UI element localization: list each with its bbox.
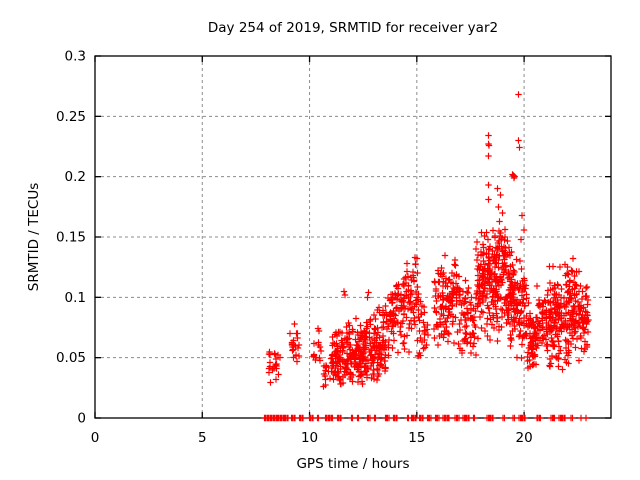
x-tick-label: 0 (91, 430, 100, 446)
y-tick-label: 0.1 (65, 290, 86, 306)
x-tick-label: 20 (516, 430, 533, 446)
x-tick-label: 10 (301, 430, 318, 446)
y-tick-label: 0.05 (56, 350, 86, 366)
y-tick-label: 0.15 (56, 230, 86, 246)
y-tick-label: 0.2 (65, 169, 86, 185)
tick-labels: 0 5 10 15 20 0 0.05 0.1 0.15 0.2 0.25 0.3 (56, 49, 533, 447)
axis-ticks (94, 55, 611, 419)
y-tick-label: 0.3 (65, 49, 86, 65)
y-tick-label: 0.25 (56, 109, 86, 125)
x-tick-label: 5 (198, 430, 207, 446)
y-tick-label: 0 (77, 411, 86, 427)
y-axis-label: SRMTID / TECUs (26, 183, 42, 291)
scatter-markers (261, 91, 592, 422)
x-axis-label: GPS time / hours (296, 456, 409, 472)
chart-title: Day 254 of 2019, SRMTID for receiver yar… (208, 20, 498, 36)
x-tick-label: 15 (408, 430, 425, 446)
data-points (261, 91, 592, 422)
